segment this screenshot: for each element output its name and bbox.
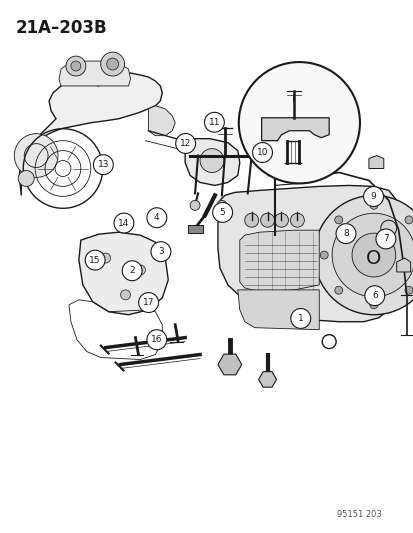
Polygon shape xyxy=(261,118,328,141)
Text: 2: 2 xyxy=(129,266,135,275)
Circle shape xyxy=(313,196,413,315)
Circle shape xyxy=(290,309,310,328)
Text: O: O xyxy=(366,248,381,268)
Circle shape xyxy=(404,286,412,294)
Circle shape xyxy=(290,213,304,227)
Circle shape xyxy=(151,241,171,262)
Text: 21A–203B: 21A–203B xyxy=(15,19,107,37)
Circle shape xyxy=(100,52,124,76)
Circle shape xyxy=(199,149,223,173)
Circle shape xyxy=(212,203,232,222)
Text: 15: 15 xyxy=(89,256,101,265)
Circle shape xyxy=(334,216,342,224)
Circle shape xyxy=(238,62,359,183)
Circle shape xyxy=(335,224,355,244)
Circle shape xyxy=(147,330,166,350)
Circle shape xyxy=(204,112,224,132)
Circle shape xyxy=(135,265,145,275)
Circle shape xyxy=(334,286,342,294)
Text: 9: 9 xyxy=(370,192,375,201)
Circle shape xyxy=(369,301,377,309)
Circle shape xyxy=(107,58,118,70)
Circle shape xyxy=(14,134,58,177)
Circle shape xyxy=(100,253,110,263)
Polygon shape xyxy=(396,258,410,272)
Text: 14: 14 xyxy=(118,219,129,228)
Circle shape xyxy=(375,229,395,249)
Text: 11: 11 xyxy=(208,118,220,127)
Polygon shape xyxy=(368,156,383,168)
Text: 7: 7 xyxy=(382,235,388,244)
Text: 3: 3 xyxy=(158,247,164,256)
Text: 1: 1 xyxy=(297,314,303,323)
Circle shape xyxy=(320,251,328,259)
Circle shape xyxy=(404,216,412,224)
Text: 16: 16 xyxy=(151,335,162,344)
Circle shape xyxy=(364,286,384,305)
Circle shape xyxy=(85,250,105,270)
Circle shape xyxy=(244,213,258,227)
Text: 5: 5 xyxy=(219,208,225,217)
Circle shape xyxy=(71,61,81,71)
Polygon shape xyxy=(185,139,239,185)
Circle shape xyxy=(147,208,166,228)
Circle shape xyxy=(369,201,377,209)
Polygon shape xyxy=(217,185,398,322)
Circle shape xyxy=(260,213,274,227)
Circle shape xyxy=(93,155,113,175)
Text: 12: 12 xyxy=(180,139,191,148)
Text: 13: 13 xyxy=(97,160,109,169)
Circle shape xyxy=(114,213,133,233)
Circle shape xyxy=(380,220,396,236)
Polygon shape xyxy=(19,73,162,196)
Text: 8: 8 xyxy=(342,229,348,238)
Circle shape xyxy=(331,213,413,297)
Circle shape xyxy=(18,171,34,187)
Circle shape xyxy=(351,233,395,277)
Circle shape xyxy=(252,142,272,163)
Circle shape xyxy=(120,290,130,300)
Circle shape xyxy=(216,200,226,211)
Circle shape xyxy=(175,134,195,154)
Text: 17: 17 xyxy=(142,298,154,307)
Text: 6: 6 xyxy=(371,291,377,300)
Polygon shape xyxy=(237,290,318,330)
Circle shape xyxy=(122,261,142,281)
Polygon shape xyxy=(78,232,168,315)
Polygon shape xyxy=(148,106,175,136)
Polygon shape xyxy=(59,61,130,86)
FancyBboxPatch shape xyxy=(188,225,202,233)
Circle shape xyxy=(66,56,85,76)
Circle shape xyxy=(274,213,288,227)
Circle shape xyxy=(138,293,158,312)
Circle shape xyxy=(190,200,199,211)
Circle shape xyxy=(363,187,382,206)
Text: 95151 203: 95151 203 xyxy=(336,510,380,519)
Polygon shape xyxy=(239,230,318,292)
Text: 4: 4 xyxy=(154,213,159,222)
Text: 10: 10 xyxy=(256,148,268,157)
